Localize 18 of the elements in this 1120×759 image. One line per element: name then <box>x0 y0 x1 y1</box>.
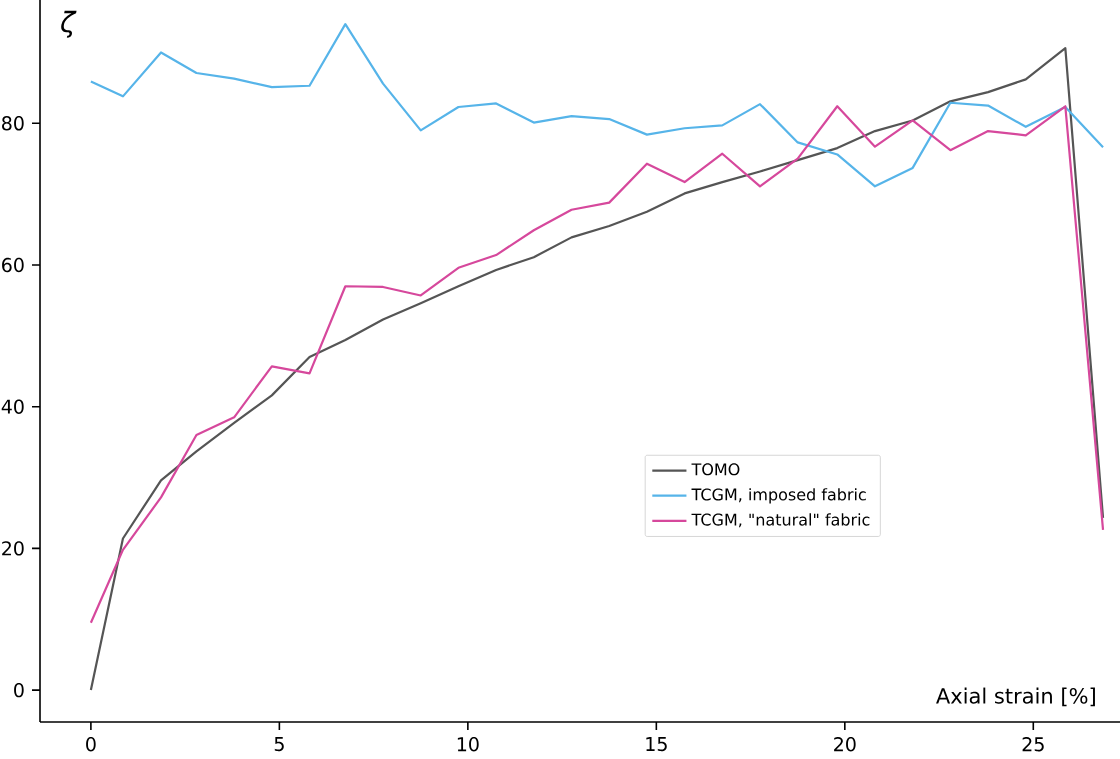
y-axis-title: ζ <box>61 10 77 38</box>
y-tick-label: 80 <box>2 116 24 131</box>
line-series <box>89 105 1105 624</box>
legend-label: TOMO <box>691 463 740 476</box>
x-tick-label: 15 <box>646 737 667 752</box>
y-tick-label: 60 <box>2 257 24 273</box>
y-tick-label: 0 <box>14 682 24 698</box>
y-tick-label: 40 <box>1 399 24 414</box>
x-axis-title: Axial strain [%] <box>936 687 1095 707</box>
legend-label: TCGM, imposed fabric <box>691 488 866 504</box>
x-tick-label: 10 <box>457 737 479 752</box>
line-series <box>89 22 1105 188</box>
x-tick-label: 25 <box>1022 737 1044 752</box>
x-tick-label: 0 <box>86 737 96 752</box>
x-tick-label: 5 <box>274 737 284 752</box>
y-tick-label: 20 <box>2 541 24 556</box>
x-tick-label: 20 <box>834 737 856 752</box>
legend-label: TCGM, "natural" fabric <box>691 513 870 528</box>
